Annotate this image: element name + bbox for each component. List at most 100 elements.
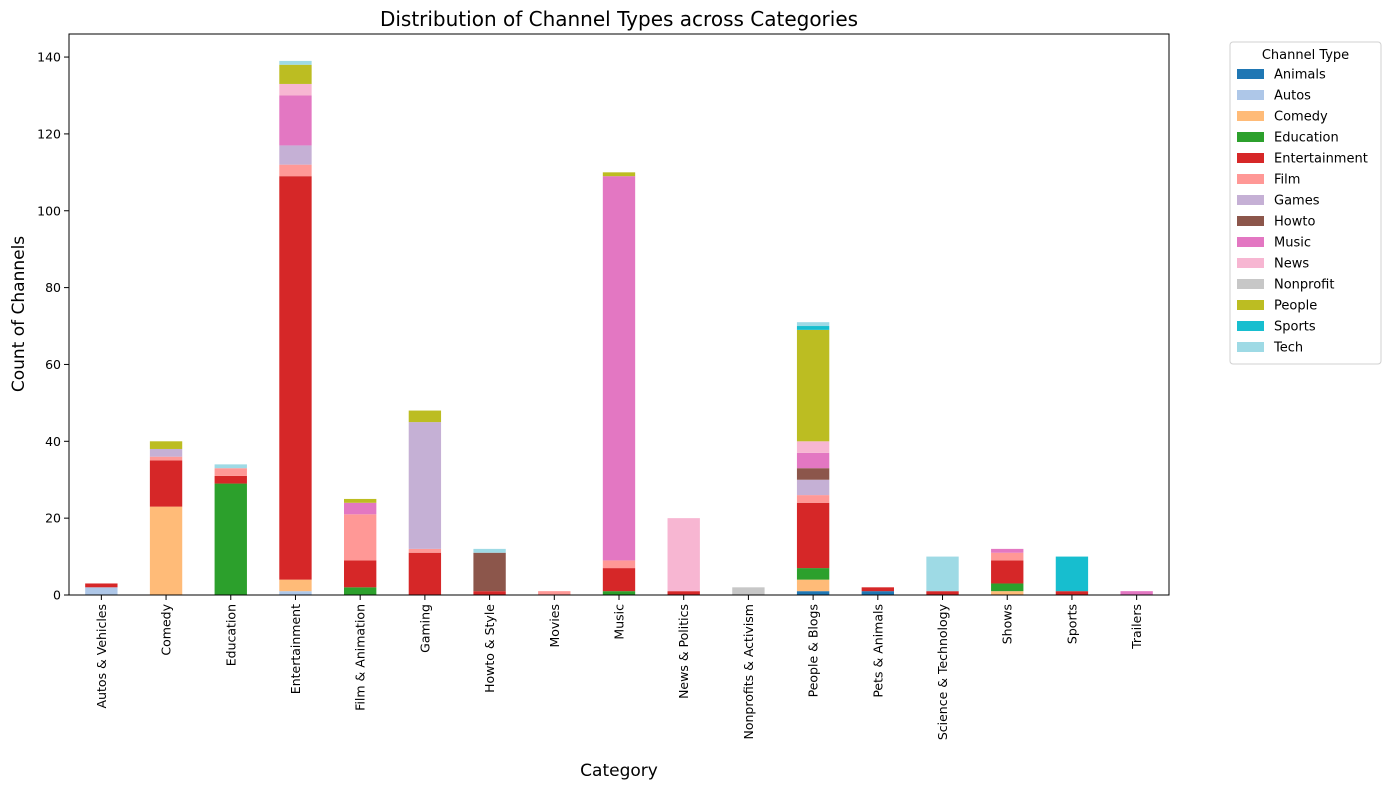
bar-segment	[408, 422, 442, 549]
x-tick-label: Comedy	[159, 603, 174, 655]
bar-segment	[538, 591, 571, 595]
y-tick-label: 60	[45, 357, 61, 372]
legend-swatch	[1237, 258, 1264, 268]
x-tick-label: Music	[612, 604, 627, 640]
legend-label: Film	[1274, 173, 1300, 188]
y-tick-label: 140	[37, 50, 61, 65]
legend-label: Comedy	[1274, 110, 1328, 125]
x-tick-label: Shows	[1000, 604, 1015, 644]
legend-swatch	[1237, 216, 1264, 226]
bar-segment	[796, 479, 830, 496]
bar-segment	[1055, 556, 1089, 592]
bar-segment	[344, 502, 377, 515]
legend-label: Animals	[1274, 68, 1326, 83]
bar-segment	[344, 514, 377, 561]
legend-label: Howto	[1274, 215, 1315, 230]
legend-title: Channel Type	[1262, 48, 1349, 63]
legend-swatch	[1237, 300, 1264, 310]
legend-label: Games	[1274, 194, 1320, 209]
legend-label: Music	[1274, 236, 1311, 251]
bar-segment	[344, 560, 377, 588]
y-tick-label: 20	[45, 511, 61, 526]
bar-segment	[149, 456, 183, 461]
bar-segment	[991, 552, 1024, 561]
bar-segment	[796, 441, 830, 453]
bar-segment	[214, 475, 247, 484]
legend-label: Sports	[1274, 320, 1316, 335]
bar-segment	[991, 583, 1024, 592]
bar-segment	[279, 164, 312, 177]
legend: Channel Type Animals Autos Comedy Education E…	[1229, 41, 1382, 365]
bar-segment	[279, 591, 312, 595]
bar-segment	[602, 568, 636, 592]
x-tick-label: Gaming	[417, 604, 432, 653]
bar-segment	[473, 552, 506, 592]
bar-segment	[861, 591, 894, 595]
bar-segment	[926, 556, 959, 592]
x-tick-label: People & Blogs	[806, 604, 821, 697]
bar-segment	[602, 176, 636, 561]
bar-segment	[214, 468, 247, 476]
bar-segment	[861, 587, 894, 592]
legend-label: Entertainment	[1274, 152, 1368, 167]
legend-swatch	[1237, 237, 1264, 247]
bar-segment	[602, 172, 636, 177]
legend-swatch	[1237, 195, 1264, 205]
x-tick-label: Pets & Animals	[870, 604, 885, 698]
bar-segment	[344, 587, 377, 595]
bar-segment	[473, 548, 506, 553]
bar-segment	[85, 583, 118, 588]
legend-label: Autos	[1274, 89, 1311, 104]
bar-segment	[796, 502, 830, 569]
x-tick-label: News & Politics	[676, 604, 691, 699]
bar-segment	[149, 506, 183, 595]
legend-swatch	[1237, 111, 1264, 121]
bar-segment	[149, 460, 183, 507]
bar-segment	[408, 552, 442, 595]
legend-swatch	[1237, 174, 1264, 184]
bar-segment	[926, 591, 959, 595]
legend-swatch	[1237, 132, 1264, 142]
bar-segment	[1055, 591, 1089, 595]
bar-segment	[149, 441, 183, 449]
bar-segment	[408, 410, 442, 423]
legend-box	[1229, 41, 1382, 365]
bar-segment	[732, 587, 765, 595]
bar-segment	[796, 495, 830, 503]
bar-segment	[344, 498, 377, 503]
bar-segment	[279, 145, 312, 165]
x-tick-label: Howto & Style	[482, 604, 497, 693]
bar-segment	[796, 568, 830, 580]
bar-segment	[279, 176, 312, 580]
bar-segment	[796, 329, 830, 442]
bar-segment	[279, 95, 312, 146]
bar-segment	[279, 60, 312, 65]
bar-segment	[279, 64, 312, 84]
legend-swatch	[1237, 153, 1264, 163]
x-tick-label: Trailers	[1129, 604, 1144, 650]
bar-segment	[991, 560, 1024, 584]
bar-segment	[214, 483, 247, 595]
x-tick-label: Sports	[1064, 604, 1079, 644]
bar-segment	[991, 591, 1024, 595]
x-tick-label: Education	[223, 604, 238, 666]
bar-segment	[602, 560, 636, 569]
x-tick-label: Entertainment	[288, 604, 303, 694]
y-tick-label: 100	[37, 203, 61, 218]
x-tick-label: Nonprofits & Activism	[741, 604, 756, 740]
x-axis-label: Category	[580, 761, 658, 781]
bar-segment	[667, 518, 700, 592]
legend-swatch	[1237, 69, 1264, 79]
bar-segment	[796, 579, 830, 592]
bar-segment	[149, 448, 183, 457]
bar-segment	[796, 326, 830, 330]
y-tick-label: 120	[37, 126, 61, 141]
bar-segment	[85, 587, 118, 595]
bar-segment	[279, 579, 312, 592]
legend-label: Tech	[1273, 341, 1303, 356]
chart-title: Distribution of Channel Types across Cat…	[380, 7, 858, 31]
y-tick-label: 0	[53, 588, 61, 603]
legend-label: News	[1274, 257, 1309, 272]
